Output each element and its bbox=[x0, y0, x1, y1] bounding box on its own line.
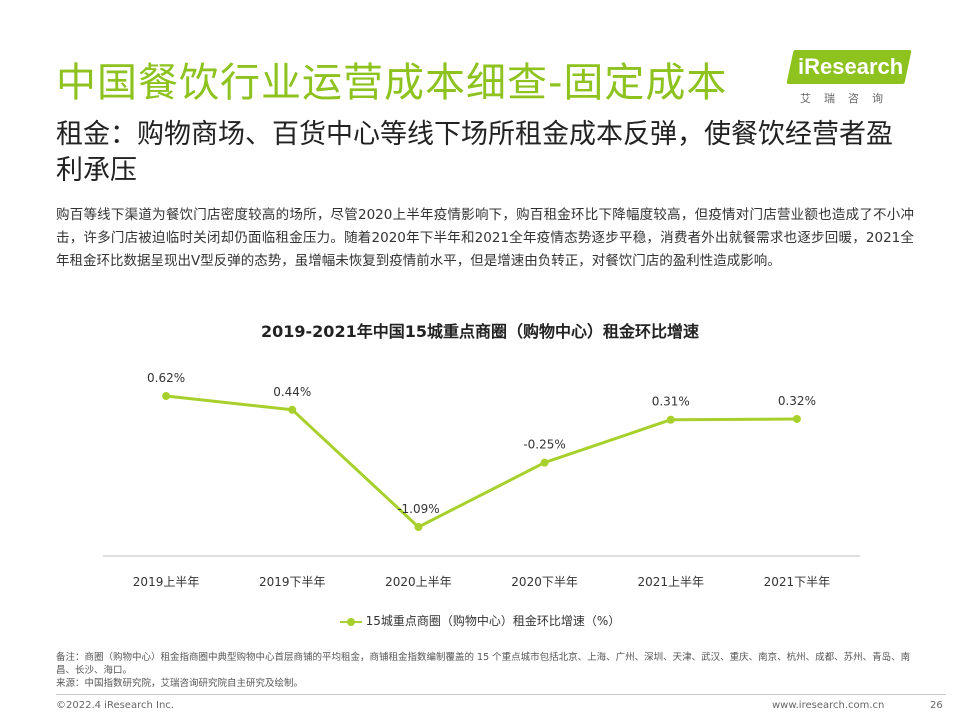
data-point bbox=[162, 392, 171, 400]
data-point bbox=[540, 458, 549, 467]
source-note: 来源：中国指数研究院，艾瑞咨询研究院自主研究及绘制。 bbox=[56, 678, 304, 689]
chart-title: 2019-2021年中国15城重点商圈（购物中心）租金环比增速 bbox=[261, 322, 699, 341]
footer-divider bbox=[56, 694, 946, 695]
data-point bbox=[666, 415, 675, 424]
x-tick-label: 2019上半年 bbox=[133, 575, 200, 589]
data-label: -1.09% bbox=[397, 502, 439, 516]
iresearch-logo: iResearch 艾瑞咨询 bbox=[786, 48, 912, 110]
x-tick-label: 2021下半年 bbox=[764, 575, 831, 589]
x-tick-label: 2021上半年 bbox=[637, 575, 704, 589]
footer-copyright: ©2022.4 iResearch Inc. bbox=[56, 700, 174, 711]
x-tick-label: 2020上半年 bbox=[385, 575, 452, 589]
chart-legend: 15城重点商圈（购物中心）租金环比增速（%） bbox=[0, 612, 960, 629]
logo-subtext: 艾瑞咨询 bbox=[800, 92, 896, 105]
data-label: 0.44% bbox=[273, 385, 311, 399]
data-point bbox=[288, 405, 297, 414]
legend-line-marker bbox=[339, 617, 362, 627]
data-label: 0.31% bbox=[652, 395, 690, 409]
page-title: 中国餐饮行业运营成本细查-固定成本 bbox=[56, 60, 728, 106]
footer-website: www.iresearch.com.cn bbox=[772, 700, 885, 711]
data-label: -0.25% bbox=[523, 438, 565, 452]
legend-label: 15城重点商圈（购物中心）租金环比增速（%） bbox=[365, 614, 621, 628]
data-label: 0.62% bbox=[147, 371, 185, 385]
data-point bbox=[414, 523, 423, 531]
series-line bbox=[165, 394, 797, 529]
description-paragraph: 购百等线下渠道为餐饮门店密度较高的场所，尽管2020上半年疫情影响下，购百租金环… bbox=[56, 207, 914, 269]
data-point bbox=[792, 414, 801, 423]
x-tick-label: 2019下半年 bbox=[259, 575, 326, 589]
notes-block: 备注：商圈（购物中心）租金指商圈中典型购物中心首层商铺的平均租金，商铺租金指数编… bbox=[56, 651, 916, 690]
data-label: 0.32% bbox=[778, 394, 816, 408]
page-number: 26 bbox=[930, 700, 943, 711]
page-subtitle: 租金：购物商场、百货中心等线下场所租金成本反弹，使餐饮经营者盈利承压 bbox=[56, 119, 893, 186]
logo-text: iResearch bbox=[798, 54, 904, 79]
x-tick-label: 2020下半年 bbox=[511, 575, 578, 589]
remark-note: 备注：商圈（购物中心）租金指商圈中典型购物中心首层商铺的平均租金，商铺租金指数编… bbox=[56, 652, 911, 676]
